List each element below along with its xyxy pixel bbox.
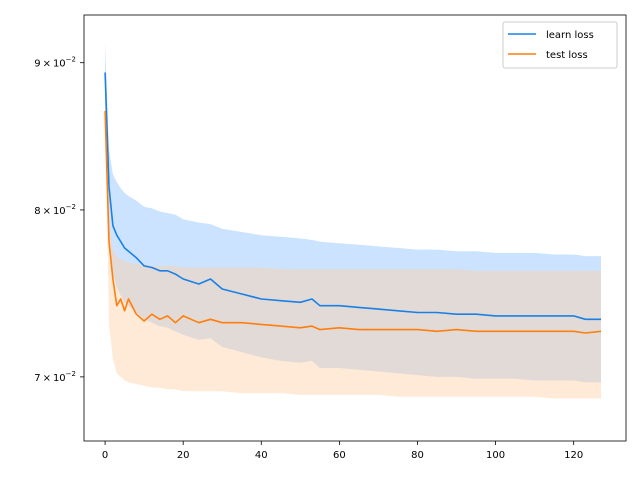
legend-box [502, 21, 618, 69]
band-learn-loss [105, 42, 601, 383]
series-line-test-loss [104, 110, 602, 334]
x-tick-label: 40 [255, 450, 268, 461]
y-tick-label: 9 × 10−2 [34, 56, 76, 70]
x-tick-label: 100 [486, 450, 505, 461]
y-tick-label: 8 × 10−2 [34, 203, 76, 217]
x-tick-label: 0 [102, 450, 108, 461]
y-tick-label: 7 × 10−2 [34, 370, 76, 384]
band-test-loss [105, 109, 601, 399]
series-line-learn-loss [104, 72, 601, 321]
legend-label-test-loss: test loss [546, 50, 588, 61]
legend-label-learn-loss: learn loss [546, 30, 594, 41]
x-tick-label: 120 [564, 450, 583, 461]
y-axis-ticks: 7 × 10−2 8 × 10−2 9 × 10−2 [34, 56, 84, 384]
x-tick-label: 80 [411, 450, 424, 461]
confidence-bands [105, 42, 601, 399]
legend: learn loss test loss [502, 21, 618, 69]
x-tick-label: 60 [333, 450, 346, 461]
x-axis-ticks: 0 20 40 60 80 100 120 [102, 441, 583, 461]
plot-area-frame [83, 14, 627, 442]
series-lines [104, 72, 602, 334]
x-tick-label: 20 [177, 450, 190, 461]
